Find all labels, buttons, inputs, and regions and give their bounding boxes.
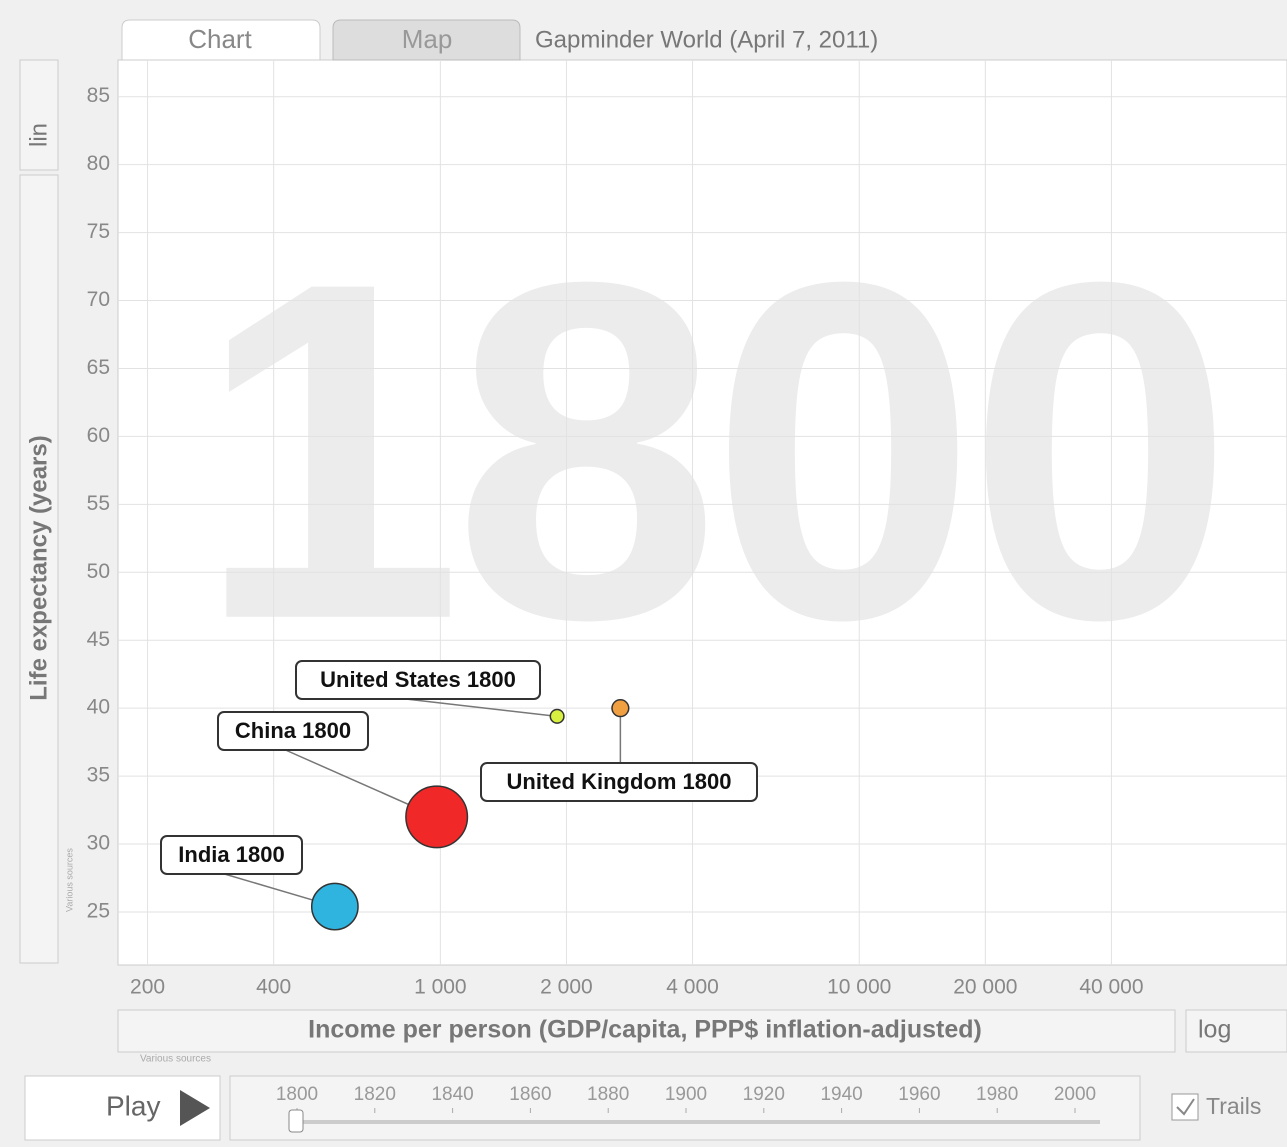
x-tick-label: 4 000 (666, 976, 719, 999)
label-box (480, 762, 758, 802)
y-tick-label: 35 (87, 764, 110, 787)
year-watermark: 1800 (196, 182, 1224, 719)
trails-check (1176, 1098, 1195, 1116)
y-tick-label: 50 (87, 560, 110, 583)
bubble-label: India 1800 (178, 842, 284, 867)
year-tick-label: 1960 (898, 1084, 940, 1105)
tab-map-label[interactable]: Map (402, 24, 453, 54)
play-icon[interactable] (180, 1090, 210, 1126)
x-tick-label: 200 (130, 976, 165, 999)
year-tick-label: 1920 (743, 1084, 785, 1105)
y-indicator-box[interactable] (19, 174, 59, 964)
bubble (310, 882, 359, 931)
x-tick-label: 10 000 (827, 976, 891, 999)
y-tick-label: 60 (87, 424, 110, 447)
bubble-label: China 1800 (235, 718, 351, 743)
bubble (405, 785, 469, 849)
y-source[interactable]: Various sources (64, 848, 74, 912)
year-tick-label: 1820 (354, 1084, 396, 1105)
bubble-label: United Kingdom 1800 (507, 769, 732, 794)
y-tick-label: 55 (87, 492, 110, 515)
year-tick-label: 1880 (587, 1084, 629, 1105)
plot-area (117, 59, 1287, 966)
year-tick-label: 1900 (665, 1084, 707, 1105)
trails-label[interactable]: Trails (1206, 1093, 1261, 1119)
label-box (217, 711, 369, 751)
y-axis-label[interactable]: Life expectancy (years) (25, 435, 52, 700)
y-tick-label: 85 (87, 84, 110, 107)
bubble (611, 699, 630, 718)
year-tick-label: 1840 (431, 1084, 473, 1105)
year-tick-label: 1800 (276, 1084, 318, 1105)
x-source[interactable]: Various sources (140, 1054, 211, 1065)
timeline[interactable] (229, 1075, 1141, 1141)
y-tick-label: 65 (87, 356, 110, 379)
y-tick-label: 75 (87, 220, 110, 243)
y-scale[interactable]: lin (25, 123, 52, 147)
timeline-handle[interactable] (288, 1109, 304, 1133)
label-connector (405, 698, 558, 718)
y-tick-label: 45 (87, 628, 110, 651)
year-tick-label: 1940 (820, 1084, 862, 1105)
year-tick-label: 2000 (1054, 1084, 1096, 1105)
y-tick-label: 25 (87, 900, 110, 923)
page-title: Gapminder World (April 7, 2011) (535, 26, 878, 53)
x-tick-label: 20 000 (953, 976, 1017, 999)
x-axis-label[interactable]: Income per person (GDP/capita, PPP$ infl… (308, 1016, 982, 1044)
label-box (160, 835, 303, 875)
y-tick-label: 80 (87, 152, 110, 175)
x-tick-label: 400 (256, 976, 291, 999)
bubble (549, 708, 565, 724)
y-tick-label: 30 (87, 832, 110, 855)
x-scale[interactable]: log (1198, 1016, 1231, 1044)
tab-map[interactable] (332, 19, 521, 61)
label-box (295, 660, 541, 700)
year-tick-label: 1860 (509, 1084, 551, 1105)
x-tick-label: 2 000 (540, 976, 593, 999)
tab-chart[interactable] (121, 19, 321, 61)
x-scale-box[interactable] (1185, 1009, 1287, 1053)
x-tick-label: 40 000 (1079, 976, 1143, 999)
y-scale-box[interactable] (19, 59, 59, 171)
x-indicator-box[interactable] (117, 1009, 1176, 1053)
bubble-label: United States 1800 (320, 667, 516, 692)
tab-chart-label[interactable]: Chart (188, 24, 252, 54)
year-tick-label: 1980 (976, 1084, 1018, 1105)
x-tick-label: 1 000 (414, 976, 467, 999)
trails-checkbox[interactable] (1171, 1093, 1199, 1121)
y-tick-label: 70 (87, 288, 110, 311)
play-label[interactable]: Play (106, 1090, 160, 1121)
y-tick-label: 40 (87, 696, 110, 719)
